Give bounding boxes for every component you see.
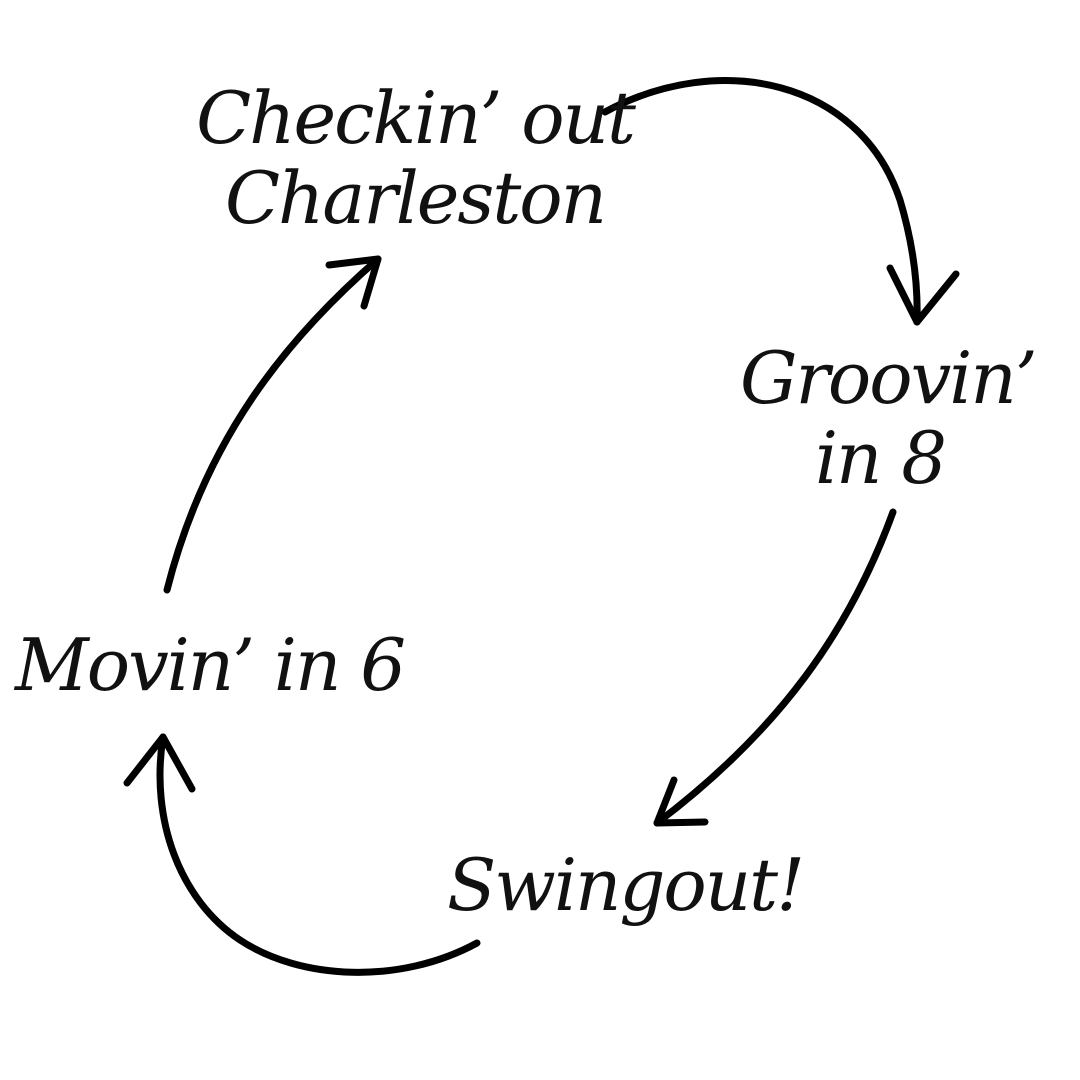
arrow-top-to-right-curve	[601, 77, 921, 326]
node-bottom-line-1: Swingout!	[446, 843, 805, 927]
node-swingout: Swingout!	[440, 845, 810, 925]
arrow-top-to-right	[601, 77, 960, 326]
node-checkin-out-charleston: Checkin’ out Charleston	[190, 78, 640, 238]
arrow-right-to-bottom-head	[653, 776, 709, 827]
arrow-right-to-bottom-curve	[653, 508, 897, 827]
arrow-left-to-top-head	[325, 255, 382, 310]
arrow-left-to-top-curve	[163, 255, 382, 594]
arrow-top-to-right-head	[886, 264, 960, 326]
node-top-line-1: Checkin’ out	[196, 76, 636, 160]
node-top-line-2: Charleston	[224, 156, 607, 240]
arrow-right-to-bottom	[653, 508, 897, 827]
arrow-bottom-to-left-curve	[156, 733, 481, 976]
arrow-left-to-top	[163, 255, 382, 594]
arrow-bottom-to-left-head	[123, 733, 196, 793]
node-right-line-2: in 8	[814, 416, 947, 500]
node-movin-in-6: Movin’ in 6	[15, 623, 406, 707]
node-right-line-1: Groovin’	[740, 336, 1038, 420]
arrow-bottom-to-left	[123, 733, 481, 976]
node-groovin-in-8: Groovin’ in 8	[740, 336, 1038, 500]
node-left-line-1: Movin’ in 6	[15, 623, 406, 707]
